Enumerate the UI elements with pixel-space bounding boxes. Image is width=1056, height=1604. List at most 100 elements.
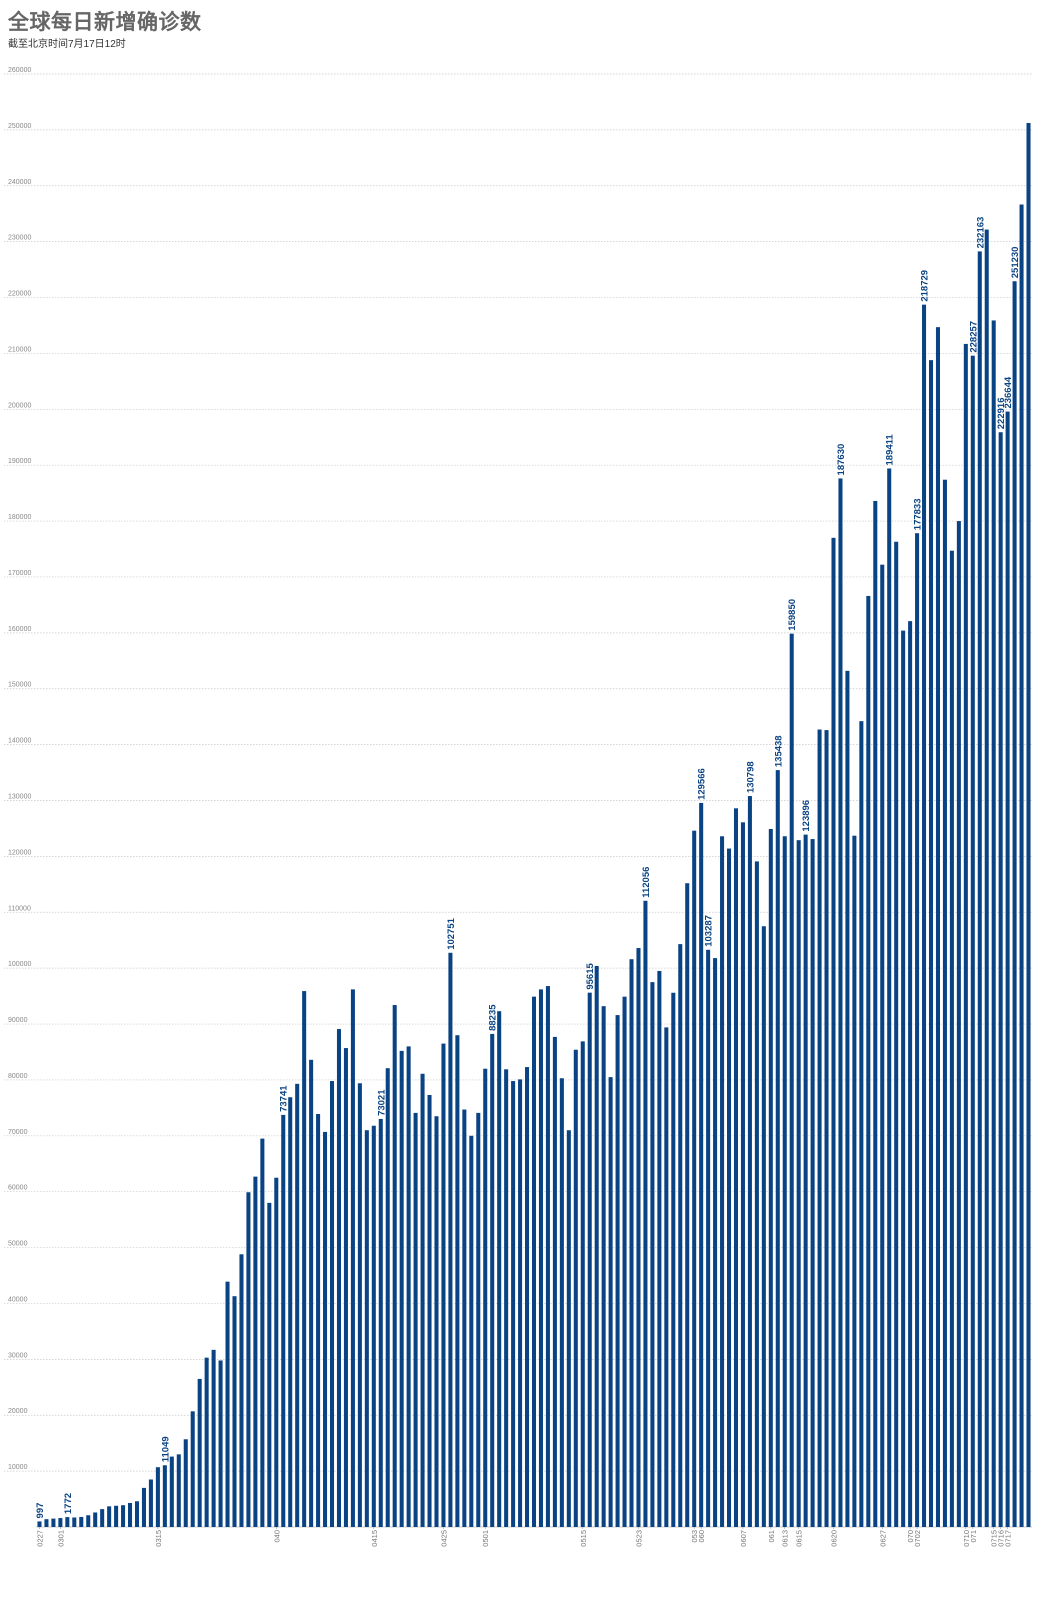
bar [720, 836, 725, 1527]
x-tick-label: 061 [767, 1530, 776, 1543]
bar [183, 1439, 188, 1527]
bar [86, 1515, 91, 1527]
bar [385, 1068, 390, 1527]
bar [922, 304, 927, 1528]
bar [859, 721, 864, 1527]
bar [949, 550, 954, 1527]
x-tick-label: 0315 [154, 1530, 163, 1547]
bar-value-label: 102751 [446, 917, 457, 949]
bar [740, 822, 745, 1527]
bar [128, 1502, 133, 1527]
bar [232, 1296, 237, 1527]
y-tick-label: 260000 [8, 67, 31, 74]
bar [441, 1043, 446, 1527]
x-tick-label: 0716 [997, 1530, 1006, 1547]
bar [545, 986, 550, 1527]
x-tick-label: 0717 [1004, 1530, 1013, 1547]
bar-value-label: 1772 [63, 1493, 74, 1514]
bar [942, 479, 947, 1528]
y-tick-label: 70000 [8, 1129, 28, 1136]
bar [281, 1114, 286, 1527]
bar [79, 1516, 84, 1527]
bar [566, 1130, 571, 1527]
bar [810, 839, 815, 1527]
bar [629, 959, 634, 1527]
y-axis-ticks: 10000 20000 30000 40000 50000 60000 70000 80000… [8, 67, 31, 1471]
bar [880, 564, 885, 1527]
bar [107, 1506, 112, 1527]
bar [901, 630, 906, 1527]
value-labels: 997 1772 11049 73741 73021 102751 88235 95615 11… [35, 217, 1021, 1519]
y-tick-label: 30000 [8, 1352, 28, 1359]
bar [803, 834, 808, 1527]
bar [434, 1116, 439, 1527]
x-tick-label: 0607 [739, 1530, 748, 1547]
bar [378, 1118, 383, 1527]
x-tick-label: 0415 [370, 1530, 379, 1547]
bar [706, 949, 711, 1527]
bar [525, 1067, 530, 1527]
y-tick-label: 40000 [8, 1296, 28, 1303]
bar [1026, 123, 1031, 1527]
x-tick-label: 060 [697, 1530, 706, 1543]
bar [713, 958, 718, 1527]
bar [406, 1046, 411, 1527]
x-tick-label: 0613 [781, 1530, 790, 1547]
bar [190, 1411, 195, 1527]
bar [253, 1176, 258, 1527]
bar [817, 729, 822, 1527]
bar [504, 1069, 509, 1527]
x-tick-label: 0523 [634, 1530, 643, 1547]
bar [915, 533, 920, 1527]
bar [608, 1077, 613, 1527]
bar-value-label: 159850 [787, 599, 798, 631]
bar-value-label: 129566 [697, 768, 708, 800]
bar [329, 1081, 335, 1527]
bar [100, 1509, 105, 1527]
bar [538, 989, 543, 1527]
bar [497, 1011, 502, 1527]
bar [155, 1467, 160, 1527]
bar [970, 355, 975, 1527]
bar-value-label: 73021 [376, 1089, 387, 1116]
y-tick-label: 90000 [8, 1017, 28, 1024]
bar [204, 1357, 209, 1527]
bar [963, 343, 968, 1527]
bar [239, 1254, 244, 1527]
y-tick-label: 130000 [8, 794, 31, 801]
bar [364, 1130, 369, 1527]
y-tick-label: 110000 [8, 905, 31, 912]
bar-value-label: 88235 [488, 1004, 499, 1031]
y-tick-label: 160000 [8, 626, 31, 633]
bar [636, 948, 641, 1527]
bar [622, 996, 627, 1527]
y-tick-label: 250000 [8, 123, 31, 130]
bar [573, 1049, 578, 1527]
bar [518, 1079, 523, 1527]
bar [657, 970, 662, 1527]
bar [1012, 281, 1017, 1528]
bar [727, 848, 732, 1527]
bar [685, 883, 690, 1527]
bar [316, 1114, 321, 1527]
bar [650, 982, 655, 1527]
bar [246, 1192, 251, 1527]
x-tick-label: 0425 [439, 1530, 448, 1547]
bar [302, 991, 307, 1527]
bar [295, 1083, 300, 1527]
bar [956, 521, 961, 1527]
bar [928, 360, 934, 1527]
bar [413, 1112, 418, 1527]
y-tick-label: 100000 [8, 961, 31, 968]
x-tick-label: 0715 [990, 1530, 999, 1547]
bar [483, 1068, 488, 1527]
x-tick-label: 0515 [579, 1530, 588, 1547]
x-tick-label: 053 [690, 1530, 699, 1543]
bar [336, 1029, 341, 1527]
bar [782, 836, 787, 1527]
bar-value-label: 218729 [920, 270, 931, 302]
bar [531, 996, 537, 1527]
bar [274, 1177, 279, 1527]
bars [37, 123, 1031, 1528]
bar [309, 1059, 314, 1527]
